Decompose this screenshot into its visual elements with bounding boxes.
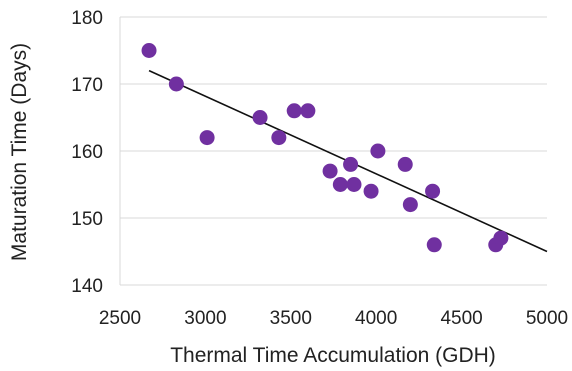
data-point-8 xyxy=(322,163,338,179)
data-point-15 xyxy=(402,197,418,213)
x-tick-label-3500: 3500 xyxy=(270,308,312,329)
x-tick-label-5000: 5000 xyxy=(526,308,568,329)
data-point-19 xyxy=(493,230,509,246)
x-tick-label-2500: 2500 xyxy=(99,308,141,329)
y-tick-label-150: 150 xyxy=(71,209,103,230)
y-tick-label-170: 170 xyxy=(71,75,103,96)
y-axis-title: Maturation Time (Days) xyxy=(8,43,31,261)
x-tick-label-4000: 4000 xyxy=(355,308,397,329)
x-axis-title: Thermal Time Accumulation (GDH) xyxy=(170,344,496,367)
data-point-17 xyxy=(426,237,442,253)
data-point-5 xyxy=(271,130,287,146)
data-points xyxy=(141,43,509,253)
data-point-16 xyxy=(425,183,441,199)
data-point-2 xyxy=(168,76,184,92)
gridlines xyxy=(120,16,547,286)
x-tick-labels: 2500 3000 3500 4000 4500 5000 xyxy=(99,308,568,329)
x-tick-label-4500: 4500 xyxy=(440,308,482,329)
data-point-14 xyxy=(397,156,413,172)
y-tick-labels: 140 150 160 170 180 xyxy=(71,8,103,297)
data-point-6 xyxy=(286,103,302,119)
data-point-13 xyxy=(370,143,386,159)
x-tick-label-3000: 3000 xyxy=(184,308,226,329)
data-point-10 xyxy=(343,156,359,172)
data-point-1 xyxy=(141,43,157,58)
y-tick-label-140: 140 xyxy=(71,276,103,297)
data-point-12 xyxy=(363,183,379,199)
y-tick-label-160: 160 xyxy=(71,142,103,163)
data-point-7 xyxy=(300,103,316,119)
y-tick-label-180: 180 xyxy=(71,8,103,29)
data-point-9 xyxy=(332,177,348,192)
data-point-11 xyxy=(346,177,362,192)
data-point-4 xyxy=(252,110,268,125)
data-point-3 xyxy=(199,130,215,146)
